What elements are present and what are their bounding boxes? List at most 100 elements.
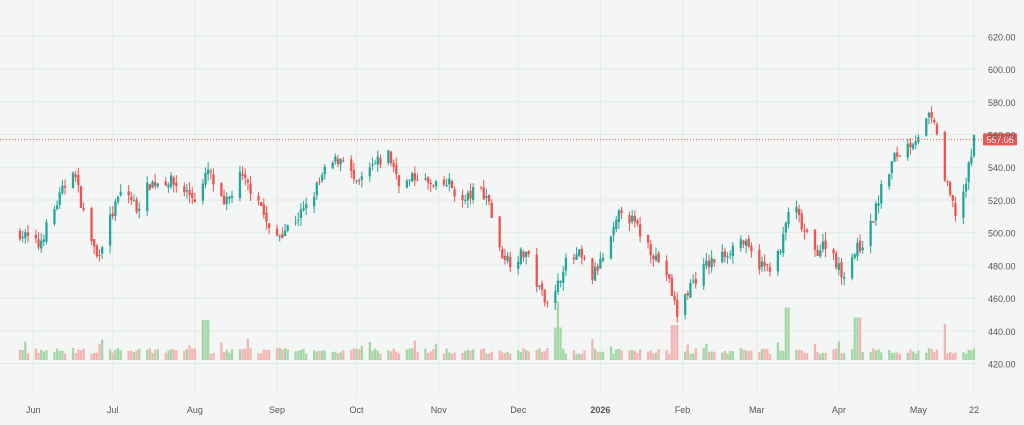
candle-body[interactable] <box>654 255 658 261</box>
candle-body[interactable] <box>890 161 894 174</box>
candle-body[interactable] <box>819 250 822 257</box>
candle-body[interactable] <box>768 267 772 272</box>
candle-body[interactable] <box>34 234 38 239</box>
candle-body[interactable] <box>331 162 334 169</box>
candle-body[interactable] <box>138 208 141 211</box>
candle-body[interactable] <box>638 224 642 237</box>
candle-body[interactable] <box>334 156 337 162</box>
candle-body[interactable] <box>503 256 507 261</box>
candle-body[interactable] <box>858 240 862 252</box>
candle-body[interactable] <box>683 294 687 316</box>
candle-body[interactable] <box>784 222 788 233</box>
candle-body[interactable] <box>970 156 973 164</box>
candle-body[interactable] <box>146 182 149 212</box>
candle-body[interactable] <box>689 282 692 298</box>
candle-body[interactable] <box>464 199 467 201</box>
candle-body[interactable] <box>169 175 173 187</box>
candle-body[interactable] <box>914 141 917 145</box>
candle-body[interactable] <box>360 176 364 180</box>
candle-body[interactable] <box>116 197 120 202</box>
candle-body[interactable] <box>257 196 260 201</box>
candle-body[interactable] <box>800 213 803 230</box>
candle-body[interactable] <box>55 205 59 209</box>
candle-body[interactable] <box>191 192 194 199</box>
candle-body[interactable] <box>954 203 957 216</box>
candle-body[interactable] <box>397 175 401 187</box>
candle-body[interactable] <box>710 258 713 268</box>
candle-body[interactable] <box>74 174 77 177</box>
candle-body[interactable] <box>731 245 735 257</box>
candle-body[interactable] <box>373 163 377 165</box>
candle-body[interactable] <box>556 280 560 292</box>
candle-body[interactable] <box>564 257 568 271</box>
candle-body[interactable] <box>766 264 769 266</box>
candle-body[interactable] <box>294 222 297 224</box>
candle-body[interactable] <box>895 152 899 157</box>
candle-body[interactable] <box>832 249 835 254</box>
candle-body[interactable] <box>652 255 655 260</box>
candle-body[interactable] <box>135 199 138 213</box>
candle-body[interactable] <box>649 244 652 256</box>
candle-body[interactable] <box>665 260 668 276</box>
candle-body[interactable] <box>813 229 817 250</box>
candle-body[interactable] <box>747 238 750 247</box>
candle-body[interactable] <box>312 196 316 207</box>
candle-body[interactable] <box>442 179 446 185</box>
candle-body[interactable] <box>434 181 438 187</box>
candle-body[interactable] <box>527 251 530 255</box>
candle-body[interactable] <box>967 162 970 182</box>
candle-body[interactable] <box>524 252 528 257</box>
candle-body[interactable] <box>750 245 753 252</box>
candle-body[interactable] <box>893 153 896 162</box>
candle-body[interactable] <box>339 158 342 165</box>
candle-body[interactable] <box>448 178 451 185</box>
candle-body[interactable] <box>705 260 708 266</box>
candle-body[interactable] <box>53 209 56 224</box>
candle-body[interactable] <box>840 262 843 278</box>
candle-body[interactable] <box>469 190 472 199</box>
candle-body[interactable] <box>299 209 303 219</box>
candle-body[interactable] <box>861 247 864 251</box>
candle-body[interactable] <box>241 173 244 176</box>
candle-body[interactable] <box>466 193 470 201</box>
candle-body[interactable] <box>24 232 27 239</box>
candle-body[interactable] <box>909 142 912 148</box>
candle-body[interactable] <box>575 254 578 260</box>
candle-body[interactable] <box>972 135 976 157</box>
candle-body[interactable] <box>209 171 212 173</box>
candle-body[interactable] <box>58 192 61 205</box>
candle-body[interactable] <box>26 232 30 236</box>
candle-body[interactable] <box>962 191 965 218</box>
candle-body[interactable] <box>350 159 353 172</box>
candle-body[interactable] <box>238 171 242 199</box>
candle-body[interactable] <box>371 164 374 166</box>
candle-body[interactable] <box>946 181 949 183</box>
candle-body[interactable] <box>583 257 586 260</box>
candle-body[interactable] <box>413 173 417 181</box>
candle-body[interactable] <box>869 220 872 246</box>
candle-body[interactable] <box>153 181 157 187</box>
candle-body[interactable] <box>424 178 427 180</box>
candle-body[interactable] <box>535 254 538 288</box>
candle-body[interactable] <box>609 236 613 259</box>
candle-body[interactable] <box>445 185 448 187</box>
candle-body[interactable] <box>888 174 891 187</box>
candle-body[interactable] <box>61 185 64 193</box>
candle-body[interactable] <box>222 195 226 205</box>
candle-body[interactable] <box>392 162 395 168</box>
candle-body[interactable] <box>554 291 557 303</box>
candle-body[interactable] <box>259 201 263 206</box>
candle-body[interactable] <box>450 180 454 188</box>
candle-body[interactable] <box>948 182 952 195</box>
candle-body[interactable] <box>40 240 43 249</box>
candle-body[interactable] <box>100 247 104 254</box>
candle-body[interactable] <box>599 258 602 269</box>
candle-body[interactable] <box>964 183 968 192</box>
candle-body[interactable] <box>615 219 618 230</box>
candle-body[interactable] <box>281 234 284 239</box>
candle-body[interactable] <box>220 183 223 197</box>
candle-body[interactable] <box>707 260 711 268</box>
candle-body[interactable] <box>323 166 326 175</box>
candle-body[interactable] <box>779 251 782 253</box>
